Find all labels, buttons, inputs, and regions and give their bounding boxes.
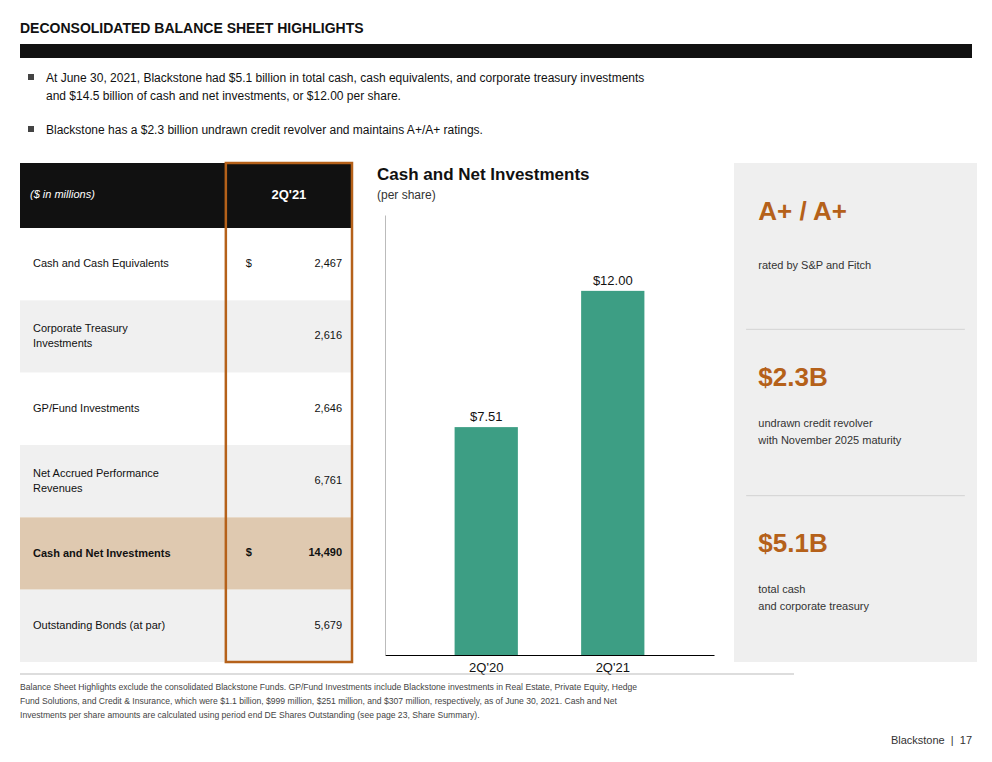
table-row-bg bbox=[20, 517, 352, 589]
text-line: At June 30, 2021, Blackstone had $5.1 bi… bbox=[46, 71, 644, 85]
data-labels: $7.51 $12.00 bbox=[470, 273, 633, 424]
table-header: 2Q'21 bbox=[271, 187, 306, 202]
right-panel: A+ / A+ rated by S&P and Fitch $2.3B undraw… bbox=[734, 163, 977, 662]
table-dollar: $ bbox=[246, 546, 252, 558]
x-tick: 2Q'20 bbox=[469, 655, 503, 675]
footer-divider bbox=[20, 674, 794, 675]
panel-value: $5.1B bbox=[758, 528, 827, 558]
text-line: Cash and Net Investments bbox=[33, 546, 171, 558]
bullet-marker bbox=[28, 74, 34, 80]
text-line: with November 2025 maturity bbox=[757, 434, 902, 446]
table-label: Cash and Cash Equivalents bbox=[33, 257, 169, 269]
bullet-text: At June 30, 2021, Blackstone had $5.1 bi… bbox=[46, 71, 644, 103]
table-header-bg bbox=[20, 163, 352, 228]
table-value: 2,616 bbox=[315, 329, 343, 341]
bars bbox=[455, 291, 645, 655]
panel-bg bbox=[734, 163, 977, 662]
x-axis: 2Q'20 2Q'21 bbox=[386, 655, 715, 675]
text-line: Outstanding Bonds (at par) bbox=[33, 619, 165, 631]
text-line: undrawn credit revolver bbox=[758, 417, 873, 429]
table-value: 2,467 bbox=[315, 257, 343, 269]
bar bbox=[455, 427, 518, 655]
text-line: Cash and Cash Equivalents bbox=[33, 257, 169, 269]
chart-title: Cash and Net Investments bbox=[377, 165, 590, 184]
bullet-text: Blackstone has a $2.3 billion undrawn cr… bbox=[46, 123, 483, 137]
data-label: $7.51 bbox=[470, 409, 503, 424]
table-row-bg bbox=[20, 228, 352, 300]
text-line: GP/Fund Investments bbox=[33, 402, 140, 414]
x-axis-line bbox=[386, 655, 715, 656]
data-label: $12.00 bbox=[593, 273, 633, 288]
table-value: 6,761 bbox=[315, 474, 343, 486]
text-line: Balance Sheet Highlights exclude the con… bbox=[20, 682, 637, 692]
panel-divider bbox=[746, 495, 965, 496]
text-line: Corporate Treasury bbox=[33, 322, 128, 334]
text-line: Investments per share amounts are calcul… bbox=[20, 710, 480, 720]
table-column-border bbox=[226, 163, 352, 662]
bullet-marker bbox=[28, 126, 34, 132]
table-label: Corporate Treasury Investments bbox=[33, 322, 128, 349]
table-label: Outstanding Bonds (at par) bbox=[33, 619, 165, 631]
text-line: and $14.5 billion of cash and net invest… bbox=[46, 89, 401, 103]
panel-divider bbox=[746, 329, 965, 330]
table: ($ in millions) 2Q'21 Cash and Cash Equiva… bbox=[20, 163, 352, 662]
page: DECONSOLIDATED BALANCE SHEET HIGHLIGHTS A… bbox=[0, 0, 992, 762]
page-title: DECONSOLIDATED BALANCE SHEET HIGHLIGHTS bbox=[20, 20, 364, 36]
table-row-bg bbox=[20, 300, 352, 372]
y-axis bbox=[385, 216, 386, 656]
text-line: rated by S&P and Fitch bbox=[758, 259, 871, 271]
footer-text: Balance Sheet Highlights exclude the con… bbox=[20, 682, 637, 720]
panel-desc: rated by S&P and Fitch bbox=[758, 259, 871, 271]
x-tick-label: 2Q'21 bbox=[596, 660, 630, 675]
x-tick: 2Q'21 bbox=[596, 655, 630, 675]
footer-right: Blackstone | 17 bbox=[891, 734, 972, 746]
table-value: 2,646 bbox=[315, 402, 343, 414]
table-label: GP/Fund Investments bbox=[33, 402, 140, 414]
panel-value: $2.3B bbox=[758, 362, 827, 392]
table-label: Net Accrued Performance Revenues bbox=[33, 467, 159, 494]
table-label: Cash and Net Investments bbox=[33, 546, 171, 558]
text-line: Investments bbox=[33, 337, 93, 349]
table-row-bg bbox=[20, 445, 352, 517]
chart-subtitle: (per share) bbox=[377, 188, 436, 202]
x-tick-label: 2Q'20 bbox=[469, 660, 503, 675]
y-axis-line bbox=[385, 216, 386, 656]
text-line: Fund Solutions, and Credit & Insurance, … bbox=[20, 696, 618, 706]
panel-desc: undrawn credit revolver with November 202… bbox=[757, 417, 902, 446]
table-header: ($ in millions) bbox=[30, 188, 95, 200]
header-bar bbox=[20, 44, 972, 58]
text-line: total cash bbox=[758, 583, 805, 595]
panel-value: A+ / A+ bbox=[758, 196, 847, 226]
text-line: and corporate treasury bbox=[758, 600, 869, 612]
text-line: Revenues bbox=[33, 482, 83, 494]
table-dollar: $ bbox=[246, 257, 252, 269]
bar bbox=[581, 291, 644, 655]
table-row-bg bbox=[20, 590, 352, 662]
text-line: Net Accrued Performance bbox=[33, 467, 159, 479]
panel-desc: total cash and corporate treasury bbox=[758, 583, 869, 612]
table-value: 5,679 bbox=[315, 619, 343, 631]
table-row-bg bbox=[20, 373, 352, 445]
table-value: 14,490 bbox=[308, 546, 342, 558]
text-line: Blackstone has a $2.3 billion undrawn cr… bbox=[46, 123, 483, 137]
